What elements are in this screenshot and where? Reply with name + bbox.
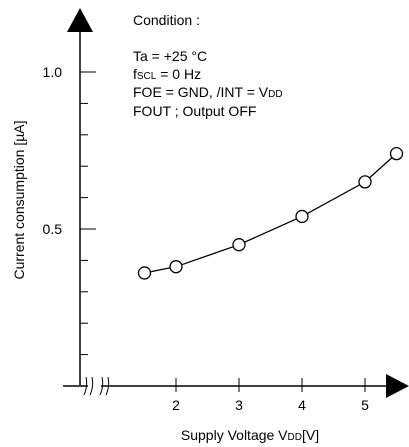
data-point <box>295 209 309 224</box>
data-point <box>169 260 183 274</box>
x-tick-label: 2 <box>172 397 180 413</box>
x-axis-label-sub: DD <box>288 432 302 443</box>
x-tick-labels: 2 3 4 5 <box>172 397 369 413</box>
series-points-group <box>137 146 404 280</box>
condition-foe: FOE = GND, /INT = VDD <box>133 84 283 100</box>
data-point <box>389 146 404 161</box>
x-ticks <box>175 378 366 392</box>
x-axis-arrow <box>386 374 409 398</box>
y-axis-arrow <box>67 8 93 32</box>
y-axis-label: Current consumption [µA] <box>11 120 27 279</box>
series-line <box>144 153 397 274</box>
x-tick-label: 3 <box>235 397 243 413</box>
x-axis-label-tail: [V] <box>302 427 319 443</box>
x-tick-label: 5 <box>361 397 369 413</box>
data-point <box>358 175 372 189</box>
y-tick-label: 1.0 <box>43 64 63 80</box>
x-axis-label: Supply Voltage VDD[V] <box>181 427 319 443</box>
series-line-group <box>144 153 397 274</box>
condition-fscl: fSCL = 0 Hz <box>133 66 201 82</box>
x-axis-label-main: Supply Voltage V <box>181 427 288 443</box>
y-minor-ticks <box>80 71 96 356</box>
y-tick-labels: 0.5 1.0 <box>43 64 63 237</box>
x-tick-label: 4 <box>298 397 306 413</box>
condition-ta: Ta = +25 °C <box>133 48 207 64</box>
axis-break-symbol <box>83 376 110 396</box>
data-point <box>137 266 152 280</box>
condition-annotation: Condition : Ta = +25 °C fSCL = 0 Hz FOE … <box>133 12 283 119</box>
condition-heading: Condition : <box>133 12 200 28</box>
y-tick-label: 0.5 <box>43 221 63 237</box>
data-point <box>232 238 246 252</box>
condition-fout: FOUT ; Output OFF <box>133 103 256 119</box>
